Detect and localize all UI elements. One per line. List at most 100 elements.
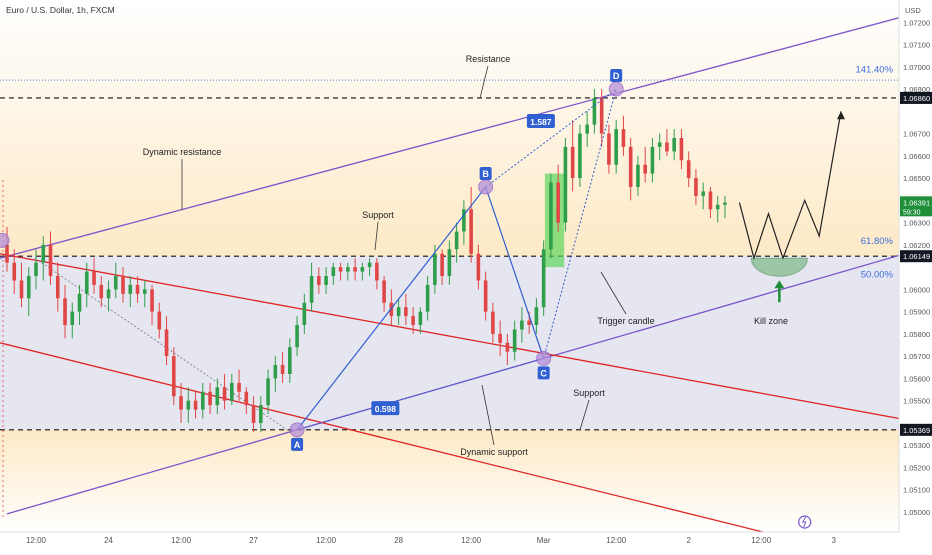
x-tick-label: 12:00 (171, 536, 192, 545)
candle-body (382, 280, 386, 303)
price-tag-label-1: 1.06149 (903, 252, 930, 261)
candle-body (396, 307, 401, 317)
candle-body (599, 97, 604, 134)
candle-body (106, 289, 111, 299)
annotation-support-upper: Support (362, 210, 394, 220)
y-tick-label: 1.05500 (903, 397, 930, 406)
x-tick-label: 2 (686, 536, 691, 545)
annotation-kill-zone: Kill zone (754, 316, 788, 326)
chart-title: Euro / U.S. Dollar, 1h, FXCM (6, 5, 115, 15)
candle-body (483, 280, 488, 312)
candle-body (317, 276, 321, 285)
x-tick-label: 12:00 (461, 536, 482, 545)
price-tag-label-0: 1.06860 (903, 94, 930, 103)
candle-body (592, 97, 597, 125)
candle-body (433, 253, 437, 285)
red-channel-upper (0, 253, 900, 420)
x-tick-label: 27 (249, 536, 258, 545)
annotation-trigger-candle: Trigger candle (597, 316, 654, 326)
candle-body (498, 333, 502, 343)
price-axis-bg (899, 0, 932, 550)
candle-body (19, 280, 24, 299)
candle-body (34, 262, 38, 277)
candle-body (621, 129, 626, 147)
ratio-badge-bd (526, 114, 555, 129)
candle-body (440, 253, 444, 277)
price-tag-countdown: 59:30 (903, 209, 921, 216)
candle-body (708, 191, 713, 210)
bg-range-band (0, 256, 899, 430)
candles-layer (5, 89, 727, 432)
candle-body (302, 302, 307, 325)
candle-body (128, 284, 133, 294)
candle-body (527, 320, 531, 325)
candle-body (346, 267, 350, 272)
candle-body (418, 311, 423, 325)
candle-body (193, 400, 198, 410)
candle-body (157, 311, 162, 330)
annotation-dynamic-support: Dynamic support (460, 447, 528, 457)
fib-label-0: 141.40% (855, 65, 893, 76)
candle-body (215, 387, 220, 406)
ratio-label-bd: 1.587 (530, 117, 552, 127)
candle-body (201, 391, 205, 410)
candle-body (404, 307, 408, 317)
candle-body (454, 231, 459, 250)
candle-body (171, 356, 176, 397)
candle-body (411, 316, 415, 325)
candle-body (41, 244, 46, 263)
candle-body (244, 391, 249, 406)
candle-body (92, 271, 96, 285)
annotation-support-lower-pointer (579, 399, 590, 430)
pivot-circle-B (478, 179, 494, 195)
annotation-dynamic-support-pointer (481, 384, 495, 446)
candle-body (338, 267, 343, 272)
candle-body (672, 138, 676, 152)
x-tick-label: 12:00 (751, 536, 772, 545)
annotation-support-upper-pointer (374, 221, 379, 251)
x-tick-label: 12:00 (26, 536, 47, 545)
point-badge-D (610, 69, 623, 83)
candle-body (121, 276, 125, 294)
candle-body (55, 276, 60, 299)
candle-body (541, 249, 546, 308)
candle-body (367, 262, 372, 268)
kill-zone-arrow-head (774, 280, 785, 289)
candle-body (273, 365, 278, 379)
dynamic-resistance-line (0, 17, 900, 259)
trigger-candle-highlight (544, 173, 565, 268)
forecast-arrowhead (836, 111, 845, 120)
x-tick-label: 12:00 (316, 536, 337, 545)
price-tag-1 (900, 250, 932, 263)
candle-body (476, 253, 481, 281)
candle-body (425, 284, 430, 312)
fib-label-1: 61.80% (861, 236, 894, 247)
candle-body (331, 267, 336, 277)
annotation-dynamic-resistance: Dynamic resistance (143, 147, 222, 157)
y-tick-label: 1.07000 (903, 63, 930, 72)
candle-body (563, 146, 568, 223)
annotation-resistance: Resistance (466, 54, 511, 64)
time-axis-bg (0, 532, 899, 550)
kill-zone-shape (750, 257, 808, 277)
candle-body (360, 267, 365, 272)
y-tick-label: 1.05700 (903, 352, 930, 361)
lightning-icon (801, 516, 807, 528)
candle-body (462, 209, 466, 232)
annotation-trigger-candle-pointer (600, 271, 627, 315)
candle-body (556, 182, 560, 223)
candle-body (222, 387, 227, 401)
fib-label-2: 50.00% (861, 269, 894, 280)
candle-body (614, 129, 618, 165)
candle-body (63, 298, 67, 325)
y-tick-label: 1.06600 (903, 152, 930, 161)
point-badge-B (479, 166, 492, 180)
candle-body (113, 276, 118, 290)
harmonic-ac-line (296, 357, 544, 431)
candle-body (723, 202, 727, 205)
candle-body (679, 138, 684, 161)
candle-body (549, 182, 553, 250)
annotations-layer: Resistance Dynamic resistance Support Dynam… (143, 54, 808, 457)
red-channel-lower (0, 342, 764, 533)
y-tick-label: 1.05900 (903, 308, 930, 317)
